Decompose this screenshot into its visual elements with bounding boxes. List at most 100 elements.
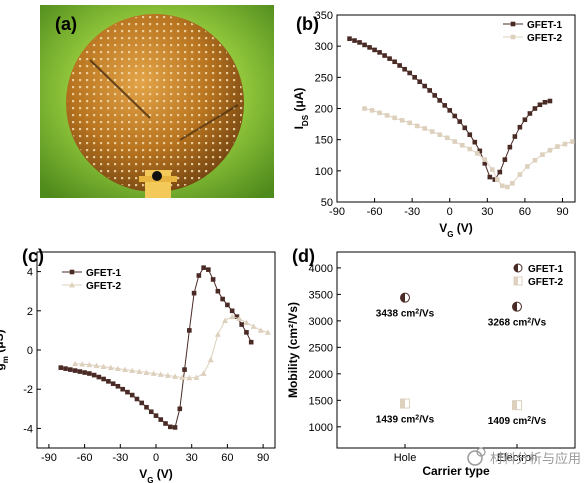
x-tick-label: 60 (221, 452, 233, 464)
data-point-gfet-1 (357, 40, 362, 45)
plot-frame (336, 251, 576, 449)
data-point-gfet-2 (452, 139, 458, 144)
data-point-gfet-1 (512, 134, 518, 139)
data-point-gfet-2 (207, 356, 214, 363)
y-axis-label: IDS (μA) (292, 88, 310, 130)
panel-label-c: (c) (22, 246, 44, 266)
x-tick-label: -90 (329, 206, 345, 218)
data-point-gfet-2 (229, 313, 236, 320)
data-point-gfet-2 (429, 129, 435, 134)
data-point-gfet-2 (517, 172, 523, 177)
data-point-gfet-1 (537, 102, 543, 108)
data-point-gfet-2 (570, 139, 575, 144)
data-point-gfet-2 (525, 164, 530, 169)
data-point-gfet-1 (432, 93, 438, 98)
data-point-gfet-1 (167, 424, 173, 430)
legend-label: GFET-1 (527, 20, 562, 31)
data-point-gfet-1 (517, 124, 523, 130)
data-point-gfet-2 (500, 183, 505, 189)
data-point-gfet-2 (392, 115, 397, 121)
plot-frame (36, 251, 276, 449)
data-point-gfet-1 (96, 374, 102, 380)
panel-d: (d) 1000 1500 2000 2500 3000 3500 4000 Hole Elec… (286, 246, 576, 478)
x-tick-label: 30 (481, 206, 493, 218)
y-tick-label: 3000 (309, 316, 333, 328)
data-point-gfet-1 (234, 314, 240, 319)
data-point-gfet-2 (72, 360, 79, 367)
data-point-gfet-1 (110, 381, 116, 387)
data-point-gfet-1 (377, 50, 382, 55)
data-point-gfet-1 (158, 417, 164, 422)
y-axis-label: Mobility (cm²/Vs) (286, 302, 300, 398)
data-point-gfet-1 (487, 174, 493, 180)
data-point-gfet-1 (422, 83, 427, 89)
data-point-gfet-2 (362, 106, 367, 111)
data-point-gfet-2 (114, 365, 121, 372)
data-point-gfet-2 (86, 361, 93, 368)
data-point-gfet-1 (134, 396, 140, 402)
data-point-gfet-1 (229, 308, 235, 314)
data-point-gfet-1 (427, 88, 432, 93)
data-point-gfet-1 (172, 425, 178, 430)
data-point-gfet-2 (264, 329, 271, 335)
data-point-gfet-2 (555, 144, 560, 149)
data-point-gfet-2 (79, 361, 86, 367)
data-point-gfet-1 (417, 79, 422, 84)
data-point-gfet-2 (107, 364, 114, 371)
data-point-gfet-2 (164, 372, 171, 378)
data-point-gfet-1 (522, 117, 528, 123)
x-tick-label: Electron (497, 452, 537, 464)
data-point-gfet-1 (542, 99, 548, 105)
data-point-gfet-1 (91, 372, 97, 378)
data-point-gfet-1 (437, 98, 443, 103)
data-point-gfet-1 (120, 386, 125, 392)
y-tick-label: 250 (315, 72, 333, 84)
x-tick-label: -60 (77, 452, 93, 464)
data-point-gfet-1 (220, 296, 225, 302)
data-point-gfet-2 (444, 135, 450, 141)
panel-a: (a) (40, 5, 274, 198)
data-point-gfet-1 (452, 113, 458, 119)
data-point-gfet-1 (507, 144, 513, 150)
y-tick-label: 2 (27, 306, 33, 318)
data-point-gfet-1 (387, 56, 392, 61)
data-point-gfet-1 (72, 368, 78, 373)
data-point-gfet-2 (505, 184, 510, 190)
data-point-gfet-1 (87, 371, 92, 376)
x-tick-label: 90 (257, 452, 269, 464)
data-point-gfet-2 (510, 181, 515, 186)
legend-label: GFET-1 (528, 264, 563, 275)
data-point-gfet-1 (239, 322, 244, 327)
data-point-gfet-2-fill (400, 399, 405, 409)
data-point-gfet-2 (422, 126, 427, 131)
data-point-gfet-1 (412, 75, 417, 80)
y-tick-label: 4000 (309, 263, 333, 275)
value-annotation: 1439 cm2/Vs (376, 414, 435, 426)
data-point-gfet-1 (82, 370, 87, 375)
data-point-gfet-1 (144, 404, 149, 410)
data-point-gfet-2 (474, 151, 480, 156)
data-point-gfet-1 (106, 379, 111, 384)
data-point-gfet-1 (225, 302, 230, 308)
data-point-gfet-1 (352, 38, 357, 43)
data-point-gfet-1 (502, 157, 508, 162)
data-point-gfet-2 (547, 147, 553, 153)
x-tick-label: 0 (153, 452, 159, 464)
data-point-gfet-1 (248, 339, 254, 345)
y-tick-label: 50 (321, 197, 333, 209)
x-tick-label: 90 (556, 206, 568, 218)
data-point-gfet-1 (187, 328, 192, 333)
data-point-gfet-1 (115, 383, 121, 389)
legend-c: GFET-1 GFET-2 (62, 268, 121, 292)
data-point-gfet-2 (459, 142, 465, 148)
data-point-gfet-2 (93, 362, 100, 369)
data-point-gfet-2 (122, 366, 129, 372)
data-point-gfet-2 (384, 113, 390, 118)
panel-b: (b) -90 -60 -30 0 30 60 90 50 100 150 200 250 300 350… (292, 10, 576, 239)
x-axis-label: VG (V) (439, 221, 473, 239)
x-tick-label: 30 (186, 452, 198, 464)
legend-label: GFET-2 (86, 281, 121, 292)
data-point-gfet-2 (100, 363, 107, 370)
data-point-gfet-2 (143, 369, 150, 375)
